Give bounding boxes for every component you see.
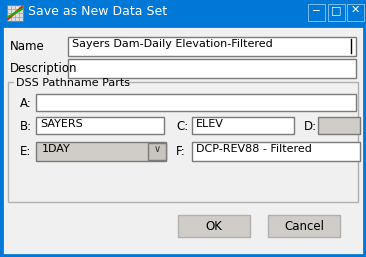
Text: □: □ xyxy=(331,5,341,15)
Bar xyxy=(14,81,122,84)
Bar xyxy=(36,142,166,161)
Bar xyxy=(148,143,166,160)
Text: OK: OK xyxy=(206,219,223,233)
Bar xyxy=(8,82,358,202)
Text: Cancel: Cancel xyxy=(284,219,324,233)
Text: A:: A: xyxy=(20,97,32,110)
Text: Name: Name xyxy=(10,40,45,53)
Text: 1DAY: 1DAY xyxy=(42,144,71,154)
Bar xyxy=(318,117,360,134)
Text: Description: Description xyxy=(10,62,78,75)
Text: ∨: ∨ xyxy=(153,144,161,154)
Text: DCP-REV88 - Filtered: DCP-REV88 - Filtered xyxy=(196,144,312,154)
Text: ELEV: ELEV xyxy=(196,119,224,129)
Text: ─: ─ xyxy=(313,5,320,15)
Text: F:: F: xyxy=(176,145,186,158)
Bar xyxy=(0,0,366,26)
Text: ✕: ✕ xyxy=(350,5,360,15)
Text: SAYERS: SAYERS xyxy=(40,119,83,129)
Text: Sayers Dam-Daily Elevation-Filtered: Sayers Dam-Daily Elevation-Filtered xyxy=(72,39,273,49)
Bar xyxy=(347,4,364,21)
Bar xyxy=(7,5,23,21)
Bar xyxy=(68,59,356,78)
Text: B:: B: xyxy=(20,120,32,133)
Text: Save as New Data Set: Save as New Data Set xyxy=(28,5,167,18)
Bar xyxy=(192,117,294,134)
Bar xyxy=(328,4,345,21)
Bar xyxy=(178,215,250,237)
Bar xyxy=(36,117,164,134)
Bar xyxy=(36,94,356,111)
Bar xyxy=(308,4,325,21)
Bar xyxy=(192,142,360,161)
Bar xyxy=(268,215,340,237)
Text: D:: D: xyxy=(304,120,317,133)
Text: C:: C: xyxy=(176,120,188,133)
Text: E:: E: xyxy=(20,145,31,158)
Text: DSS Pathname Parts: DSS Pathname Parts xyxy=(16,78,130,88)
Bar xyxy=(2,26,364,255)
Bar xyxy=(68,37,356,56)
